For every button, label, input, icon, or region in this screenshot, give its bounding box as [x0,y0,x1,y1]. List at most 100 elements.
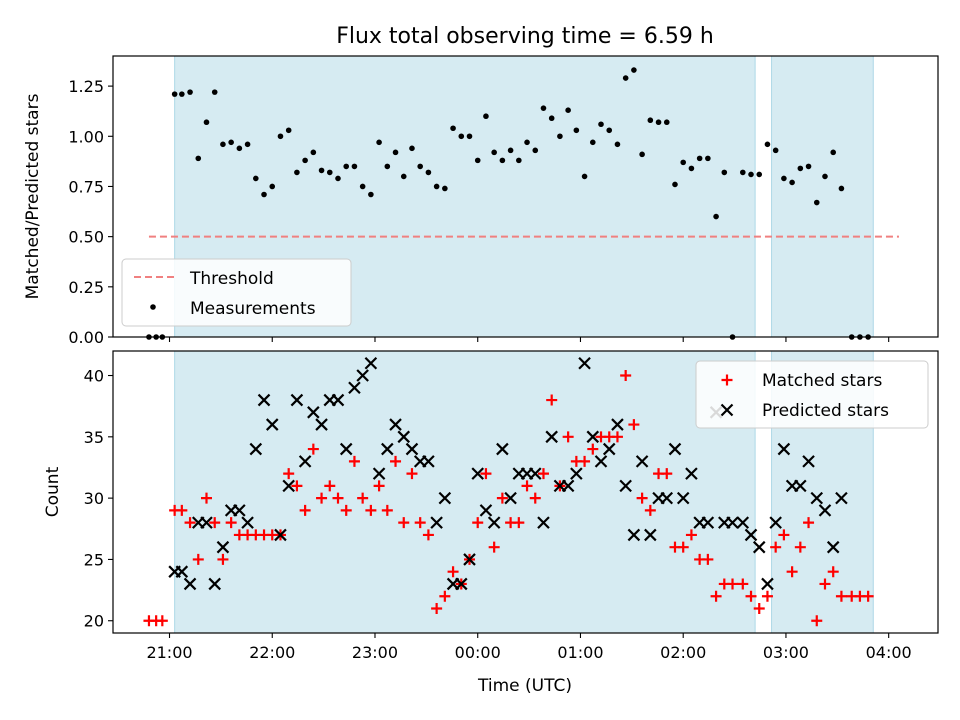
data-point [507,147,514,154]
data-point [786,566,798,578]
data-point [627,528,641,542]
data-point [283,468,295,480]
data-point [458,133,465,140]
data-point [405,442,419,456]
data-point [208,577,221,591]
data-point [752,540,766,554]
legend-predicted-label: Predicted stars [762,401,889,421]
data-point [376,139,382,146]
plot-frame [112,55,939,338]
legend: Threshold Measurements [121,258,352,327]
data-point [622,75,629,81]
data-point [241,516,254,529]
data-point [578,356,591,370]
data-point [318,167,325,174]
x-tick-label: 02:00 [660,643,706,662]
data-point [602,442,616,456]
y-tick-label: 40 [84,367,104,386]
data-point [496,442,509,456]
data-point [179,91,185,97]
x-tick-label: 21:00 [146,643,192,662]
y-tick-label: 0.75 [68,177,104,196]
data-point [384,163,391,170]
data-point [392,149,399,156]
data-point [705,155,711,162]
data-point [745,590,757,602]
data-point [409,145,415,152]
data-point [156,615,168,627]
data-point [778,529,790,541]
data-point [614,141,621,148]
data-point [217,553,229,565]
data-point [364,356,378,370]
data-point [291,480,303,492]
data-point [326,169,333,176]
data-point [472,517,484,529]
data-point [826,540,840,554]
data-point [368,191,374,198]
data-point [532,147,539,154]
y-tick-label: 0.50 [68,228,104,247]
data-point [548,115,555,122]
data-point [290,393,304,407]
data-point [438,491,452,505]
data-point [802,455,815,468]
data-point [504,491,517,505]
data-point [827,566,839,578]
data-point [696,155,703,162]
data-point [586,430,600,444]
data-point [244,141,251,148]
data-point [726,516,739,529]
y-axis-label: Matched/Predicted stars [23,93,43,299]
data-point [803,517,815,529]
data-point [676,491,690,505]
data-point [307,406,320,419]
data-point [744,528,758,542]
y-axis-label: Count [43,466,63,517]
data-point [430,516,443,529]
data-point [789,179,795,186]
data-point [794,479,807,493]
data-point [253,175,259,182]
data-point [257,393,271,407]
y-tick-label: 1.25 [68,77,104,96]
data-point [777,442,791,456]
data-point [810,491,824,505]
data-point [175,565,189,578]
series-predicted-stars [168,356,848,591]
data-point [483,113,489,120]
data-point [442,185,448,192]
y-tick-label: 20 [84,612,104,631]
data-point [339,442,353,456]
observing-interval-band [771,55,874,338]
data-point [373,480,385,492]
data-point [644,528,657,542]
data-point [545,430,558,444]
data-point [422,529,434,541]
data-point [397,430,411,444]
data-point [647,117,654,124]
data-point [537,468,549,480]
data-point [487,516,501,529]
data-point [813,199,820,206]
data-point [561,479,575,493]
data-point [521,480,533,492]
data-point [225,517,237,529]
data-point [685,467,698,480]
legend-measurements-label: Measurements [190,299,316,319]
data-point [668,442,682,456]
data-point [736,516,750,529]
data-point [663,119,670,126]
data-point [285,127,292,134]
data-point [819,578,831,590]
y-tick-label: 25 [84,550,104,569]
data-point [772,147,779,154]
data-point [220,141,226,148]
data-point [620,370,632,382]
data-point [781,175,787,182]
data-point [589,139,596,146]
data-point [636,492,648,504]
data-point [491,149,497,156]
data-point [838,185,845,192]
data-point [195,155,202,162]
